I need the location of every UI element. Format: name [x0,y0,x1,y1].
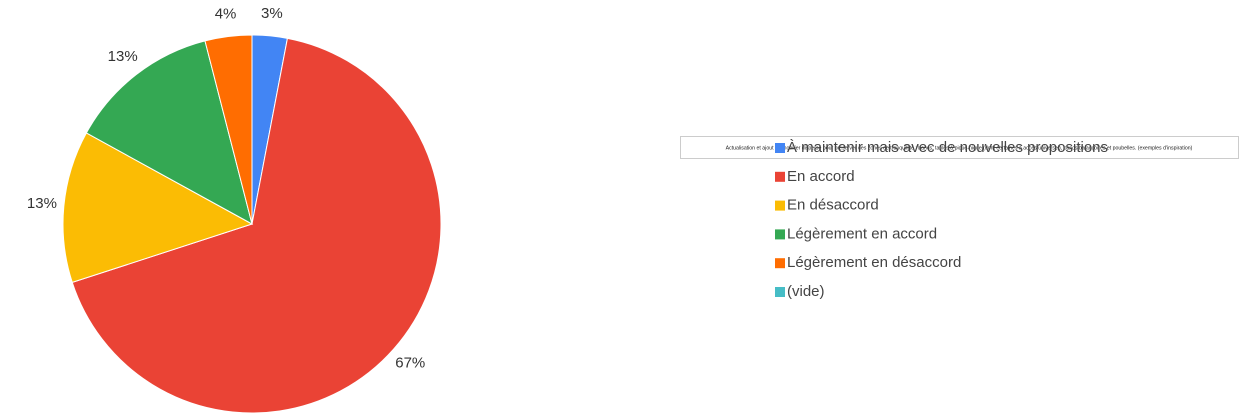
legend-label: À maintenir mais avec de nouvelles propo… [787,139,1108,156]
slice-label: 67% [395,355,425,372]
legend-swatch [775,229,785,240]
pie-slice [62,132,254,284]
legend-swatch [775,200,785,211]
legend-swatch [775,287,785,297]
legend-swatch [775,143,785,153]
legend-title-box [680,136,1239,159]
legend-label: Légèrement en accord [787,225,937,242]
legend-label: En accord [787,168,855,185]
pie-slice [204,34,253,225]
legend-swatch [775,258,785,269]
pie-slice [85,40,253,225]
legend-swatch [775,171,785,182]
legend-title: Actualisation et ajout de mobilier dispe… [726,145,1193,151]
legend-label: En désaccord [787,197,879,214]
slice-label: 13% [108,48,138,65]
slice-label: 13% [27,195,57,212]
legend-label: (vide) [787,283,825,300]
pie-slice [71,37,442,414]
legend-label: Légèrement en désaccord [787,254,961,271]
slice-label: 4% [215,6,237,23]
slice-label: 3% [261,5,283,22]
